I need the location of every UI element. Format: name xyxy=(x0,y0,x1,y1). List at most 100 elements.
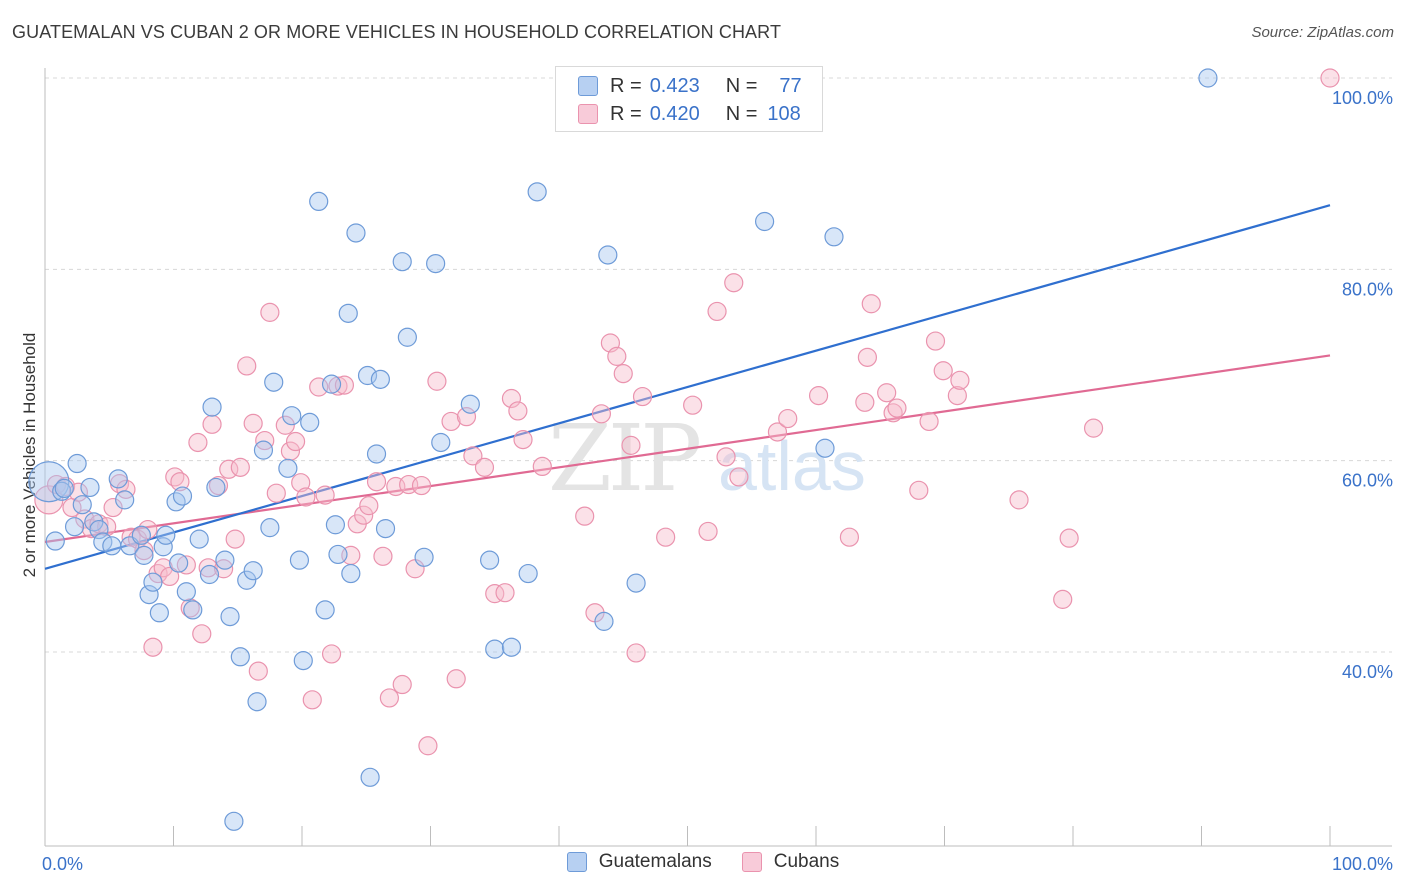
guatemalan-point xyxy=(189,529,209,549)
legend-item-guatemalans[interactable]: Guatemalans xyxy=(566,851,712,873)
tick-labels: 40.0% 60.0% 80.0% 100.0% 0.0% 100.0% xyxy=(42,88,1393,874)
guatemalan-point xyxy=(594,611,614,631)
guatemalan-point xyxy=(102,536,122,556)
cuban-point xyxy=(767,422,788,442)
y-tick-label: 40.0% xyxy=(1342,662,1393,682)
cuban-point xyxy=(315,485,335,505)
cuban-point xyxy=(260,302,280,322)
cuban-point xyxy=(291,473,311,493)
y-tick-label: 100.0% xyxy=(1332,88,1393,108)
cuban-point xyxy=(656,527,676,547)
guatemalan-point xyxy=(527,182,547,202)
guatemalan-point xyxy=(230,647,250,667)
cuban-point xyxy=(97,517,117,537)
guatemalan-point xyxy=(754,211,775,232)
cuban-point xyxy=(446,669,466,689)
guatemalan-point xyxy=(28,461,70,503)
cuban-point xyxy=(950,370,970,390)
n-value: 77 xyxy=(779,74,802,97)
guatemalan-point xyxy=(328,544,348,565)
cuban-point xyxy=(532,456,552,477)
guatemalan-point xyxy=(199,564,220,585)
cuban-point xyxy=(485,584,505,604)
x-tick-label: 0.0% xyxy=(42,854,83,874)
guatemalan-point xyxy=(480,550,500,570)
cuban-point xyxy=(248,661,268,681)
guatemalan-point xyxy=(414,547,434,567)
cuban-point xyxy=(613,364,633,384)
y-tick-label: 60.0% xyxy=(1342,471,1393,491)
cuban-point xyxy=(909,480,929,500)
cuban-point xyxy=(933,361,953,381)
cuban-point xyxy=(707,301,727,322)
x-tick-label: 100.0% xyxy=(1332,854,1393,874)
guatemalan-point xyxy=(360,767,380,787)
cuban-point xyxy=(683,395,703,415)
cuban-point xyxy=(575,506,595,526)
guatemalan-point xyxy=(392,252,412,272)
cuban-point xyxy=(474,457,495,477)
guatemalan-point xyxy=(346,223,366,243)
guatemalan-point xyxy=(80,477,100,498)
r-label: R = xyxy=(610,74,642,97)
guatemalan-point xyxy=(206,477,226,498)
cuban-point xyxy=(411,475,432,496)
source-credit: Source: ZipAtlas.com xyxy=(1251,24,1394,41)
cuban-point xyxy=(225,529,245,549)
guatemalan-point xyxy=(202,397,222,417)
guatemalan-point xyxy=(134,545,154,565)
guatemalan-trend-line xyxy=(44,204,1331,570)
cuban-point xyxy=(202,414,222,434)
guatemalan-point xyxy=(89,519,109,540)
cuban-point xyxy=(366,472,387,492)
chart-title: GUATEMALAN VS CUBAN 2 OR MORE VEHICLES I… xyxy=(12,22,782,42)
guatemalan-point xyxy=(108,469,128,489)
cuban-point xyxy=(230,457,250,477)
cuban-point xyxy=(373,546,393,566)
trend-lines xyxy=(44,204,1331,570)
guatemalan-point xyxy=(253,440,274,460)
cuban-point xyxy=(508,401,528,421)
cuban-point xyxy=(188,432,208,453)
cuban-point xyxy=(198,558,218,578)
guatemalan-point xyxy=(153,537,173,557)
guatemalan-point xyxy=(72,495,92,515)
stats-legend: R = 0.423 N = 77 R = 0.420 N = 108 xyxy=(555,66,823,132)
guatemalan-point xyxy=(215,550,235,570)
guatemalan-point xyxy=(131,525,151,545)
legend-item-cubans[interactable]: Cubans xyxy=(741,851,839,873)
cuban-point xyxy=(103,497,123,518)
cubans-swatch xyxy=(578,104,598,124)
guatemalan-point xyxy=(247,692,267,712)
cuban-point xyxy=(192,624,212,644)
cuban-point xyxy=(621,435,641,455)
guatemalan-point xyxy=(224,811,244,831)
stats-legend-row-cubans: R = 0.420 N = 108 xyxy=(578,101,801,127)
cuban-point xyxy=(296,487,316,507)
cuban-point xyxy=(354,505,374,525)
guatemalan-point xyxy=(289,550,310,570)
cuban-trend-line xyxy=(44,354,1331,544)
cuban-point xyxy=(379,688,399,708)
guatemalan-point xyxy=(220,607,240,627)
cuban-point xyxy=(857,347,878,367)
cuban-point xyxy=(143,637,163,657)
legend-label-guatemalans: Guatemalans xyxy=(598,851,712,872)
axes xyxy=(44,68,1392,847)
cuban-point xyxy=(321,644,342,664)
guatemalan-point xyxy=(243,561,263,581)
r-value: 0.420 xyxy=(649,102,700,125)
cuban-point xyxy=(160,566,180,587)
guatemalan-point xyxy=(357,365,378,386)
n-label: N = xyxy=(725,102,758,125)
guatemalan-point xyxy=(45,531,65,551)
cuban-point xyxy=(255,430,275,451)
guatemalan-point xyxy=(309,191,329,212)
guatemalan-point xyxy=(501,637,522,657)
cuban-point xyxy=(275,415,295,435)
guatemalan-point xyxy=(156,525,176,545)
cuban-point xyxy=(1320,68,1340,88)
cuban-point xyxy=(176,555,196,575)
watermark-atlas: atlas xyxy=(718,427,866,505)
